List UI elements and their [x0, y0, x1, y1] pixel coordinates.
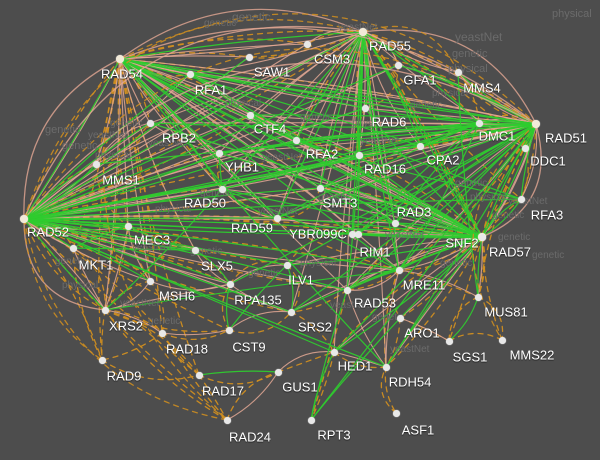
graph-node-sgs1[interactable]	[445, 337, 453, 345]
graph-node-cpa2[interactable]	[416, 142, 424, 150]
graph-node-ybr099c[interactable]	[348, 230, 356, 238]
graph-node-msh6[interactable]	[146, 277, 154, 285]
graph-node-rad54[interactable]	[116, 55, 124, 63]
graph-node-srs2[interactable]	[287, 308, 295, 316]
graph-node-smt3[interactable]	[316, 184, 324, 192]
graph-node-ctf4[interactable]	[246, 111, 254, 119]
graph-node-rad3[interactable]	[391, 219, 399, 227]
graph-node-rpa135[interactable]	[226, 280, 234, 288]
graph-node-mre11[interactable]	[395, 266, 403, 274]
graph-node-gus1[interactable]	[274, 368, 282, 376]
graph-node-rdh54[interactable]	[382, 363, 390, 371]
graph-node-rfa2[interactable]	[292, 136, 300, 144]
graph-node-rad50[interactable]	[218, 185, 226, 193]
graph-node-xrs2[interactable]	[101, 306, 109, 314]
graph-node-slx5[interactable]	[191, 246, 199, 254]
graph-node-cst9[interactable]	[225, 326, 233, 334]
graph-node-mms4[interactable]	[454, 68, 462, 76]
graph-node-rad16[interactable]	[355, 151, 363, 159]
graph-node-rfa3[interactable]	[517, 195, 525, 203]
graph-node-mus81[interactable]	[474, 293, 482, 301]
graph-node-rad17[interactable]	[195, 371, 203, 379]
graph-node-rad55[interactable]	[359, 28, 367, 36]
graph-node-mkt1[interactable]	[69, 244, 77, 252]
graph-node-aro1[interactable]	[396, 314, 404, 322]
graph-node-dmc1[interactable]	[475, 119, 483, 127]
graph-node-rad6[interactable]	[361, 104, 369, 112]
graph-node-saw1[interactable]	[245, 53, 253, 61]
graph-node-gfa1[interactable]	[394, 61, 402, 69]
graph-node-rim1[interactable]	[354, 230, 362, 238]
graph-node-ilv1[interactable]	[283, 261, 291, 269]
graph-node-rad52[interactable]	[20, 215, 28, 223]
graph-node-rad24[interactable]	[223, 416, 231, 424]
graph-node-ddc1[interactable]	[521, 144, 529, 152]
graph-node-rad59[interactable]	[273, 214, 281, 222]
graph-node-mec3[interactable]	[124, 222, 132, 230]
graph-node-rfa1[interactable]	[186, 70, 194, 78]
graph-node-rad9[interactable]	[98, 356, 106, 364]
graph-node-hed1[interactable]	[330, 348, 338, 356]
graph-node-csm3[interactable]	[303, 40, 311, 48]
graph-node-rad53[interactable]	[343, 286, 351, 294]
graph-node-yhb1[interactable]	[215, 149, 223, 157]
graph-node-rad18[interactable]	[158, 329, 166, 337]
graph-node-rpt3[interactable]	[307, 416, 315, 424]
graph-node-rad57[interactable]	[478, 233, 486, 241]
graph-node-mms22[interactable]	[498, 336, 506, 344]
graph-node-mms1[interactable]	[92, 160, 100, 168]
graph-node-rpb2[interactable]	[146, 119, 154, 127]
graph-node-asf1[interactable]	[392, 409, 400, 417]
graph-node-rad51[interactable]	[532, 120, 540, 128]
